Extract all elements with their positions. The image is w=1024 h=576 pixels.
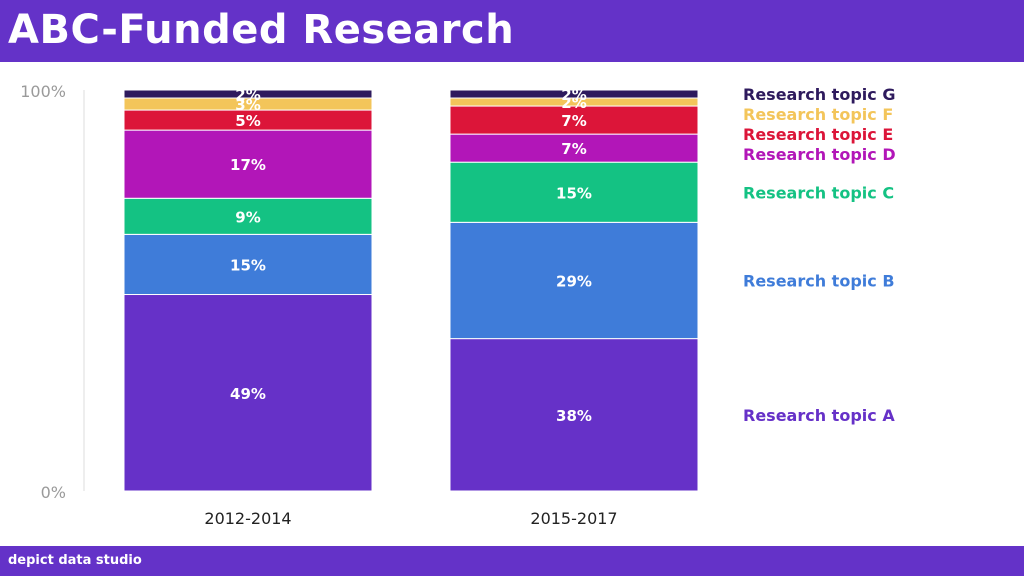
data-label: 2% <box>561 94 586 112</box>
legend-entry: Research topic B <box>743 271 895 290</box>
legend-entry: Research topic A <box>743 406 895 425</box>
bar-segment <box>449 89 699 99</box>
data-label: 7% <box>561 140 586 158</box>
data-label: 49% <box>230 385 266 403</box>
legend-entry: Research topic G <box>743 85 895 104</box>
data-label: 2% <box>235 86 260 104</box>
footer-bar: depict data studio <box>0 546 1024 576</box>
bar-segment <box>123 89 373 99</box>
bar-segment <box>449 161 699 223</box>
data-label: 17% <box>230 156 266 174</box>
page-title: ABC-Funded Research <box>8 7 515 53</box>
stacked-bar-chart: 0%100%49%15%9%17%5%3%2%2012-201438%29%15… <box>20 82 896 528</box>
data-label: 9% <box>235 208 260 226</box>
y-tick-label: 0% <box>41 483 66 502</box>
data-label: 3% <box>235 96 260 114</box>
data-label: 15% <box>556 184 592 202</box>
bar-segment <box>449 105 699 135</box>
y-tick-label: 100% <box>20 82 66 101</box>
bar-segment <box>123 294 373 492</box>
legend-entry: Research topic E <box>743 125 893 144</box>
footer-brand: depict data studio <box>8 553 142 568</box>
data-label: 38% <box>556 407 592 425</box>
data-label: 5% <box>235 112 260 130</box>
legend-entry: Research topic C <box>743 183 894 202</box>
bar-segment <box>449 338 699 492</box>
legend-entry: Research topic F <box>743 105 893 124</box>
x-tick-label: 2012-2014 <box>204 509 291 528</box>
bar-segment <box>123 233 373 296</box>
x-tick-label: 2015-2017 <box>530 509 617 528</box>
legend-entry: Research topic D <box>743 145 896 164</box>
data-label: 15% <box>230 256 266 274</box>
data-label: 2% <box>561 86 586 104</box>
bar-segment <box>123 197 373 235</box>
data-label: 29% <box>556 272 592 290</box>
title-bar: ABC-Funded Research <box>0 0 1024 62</box>
bar-segment <box>449 221 699 340</box>
bar-segment <box>123 129 373 199</box>
data-label: 7% <box>561 112 586 130</box>
